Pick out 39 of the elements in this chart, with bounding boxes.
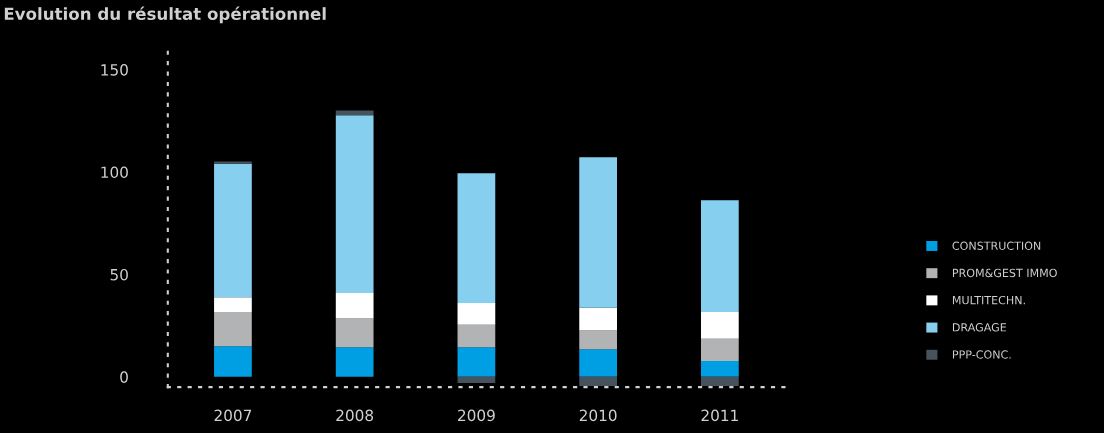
- bar: [214, 163, 252, 298]
- legend-label: CONSTRUCTION: [952, 241, 1041, 250]
- bar: [700, 338, 739, 362]
- y-tick-label: 0: [120, 371, 128, 383]
- x-tick-label: 2007: [214, 409, 252, 422]
- bar: [579, 307, 617, 331]
- bar: [335, 115, 374, 293]
- bar: [214, 297, 252, 312]
- bar: [335, 318, 374, 348]
- bar: [457, 173, 496, 303]
- y-tick-label: 100: [101, 166, 128, 179]
- bar: [214, 311, 252, 347]
- x-tick-label: 2008: [336, 409, 374, 422]
- x-tick-label: 2010: [579, 409, 617, 422]
- bar: [457, 376, 496, 384]
- y-tick-label: 50: [110, 268, 128, 281]
- bar: [579, 349, 617, 377]
- x-tick-label: 2009: [458, 409, 495, 422]
- bar: [700, 200, 739, 312]
- bar: [214, 346, 252, 377]
- bar: [579, 376, 617, 387]
- bar: [214, 161, 252, 164]
- legend-label: PPP-CONC.: [952, 350, 1011, 359]
- legend-label: PROM&GEST IMMO: [952, 268, 1057, 278]
- bar: [700, 361, 739, 377]
- y-tick-label: 150: [101, 64, 128, 76]
- x-tick-label: 2011: [701, 409, 738, 422]
- bar: [579, 330, 617, 350]
- bar: [457, 347, 496, 377]
- chart-title: Evolution du résultat opérationnel: [4, 6, 326, 24]
- bar: [579, 157, 617, 308]
- bar: [335, 292, 374, 319]
- bar: [700, 311, 739, 339]
- legend-label: DRAGAGE: [952, 323, 1007, 332]
- bar: [457, 324, 496, 348]
- legend-label: MULTITECHN.: [952, 295, 1025, 305]
- bar: [457, 302, 496, 325]
- bar: [335, 347, 374, 377]
- bar: [700, 376, 739, 387]
